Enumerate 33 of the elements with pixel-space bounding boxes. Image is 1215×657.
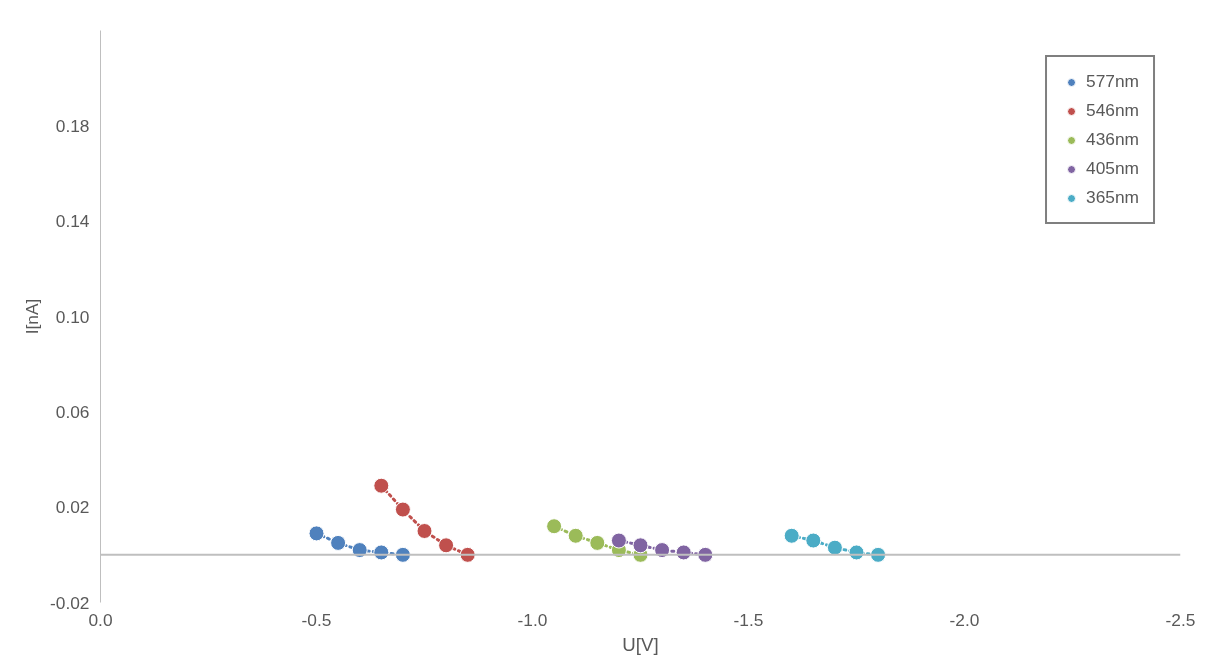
point (330, 534, 347, 551)
point (826, 539, 843, 556)
y-tick-label: 0.06 (55, 401, 90, 422)
point (805, 532, 822, 549)
y-axis-title: I[nA] (22, 298, 42, 335)
legend-label: 546nm (1086, 100, 1139, 121)
point (438, 537, 455, 554)
point (416, 523, 433, 539)
point (783, 527, 800, 544)
point (308, 525, 325, 542)
y-tick-label: 0.10 (55, 306, 90, 327)
point (373, 477, 390, 494)
x-tick-label: 0.0 (88, 609, 113, 630)
legend-label: 365nm (1086, 187, 1139, 208)
point (632, 537, 649, 554)
legend-label: 436nm (1086, 129, 1139, 150)
x-tick-label: -0.5 (301, 609, 332, 630)
y-tick-label: 0.18 (55, 115, 90, 136)
point (394, 501, 411, 518)
y-tick-label: 0.14 (55, 211, 90, 232)
legend-label: 577nm (1086, 71, 1139, 92)
x-tick-label: -2.5 (1165, 609, 1196, 630)
x-tick-label: -2.0 (949, 609, 980, 630)
x-axis-title: U[V] (622, 633, 659, 655)
point (546, 518, 563, 535)
point (610, 532, 627, 549)
y-tick-label: -0.02 (50, 592, 90, 613)
legend-label: 405nm (1086, 158, 1139, 179)
point (567, 527, 584, 544)
point (589, 534, 606, 551)
x-tick-label: -1.5 (733, 609, 764, 630)
x-tick-label: -1.0 (517, 609, 548, 630)
y-tick-label: 0.02 (55, 497, 90, 518)
